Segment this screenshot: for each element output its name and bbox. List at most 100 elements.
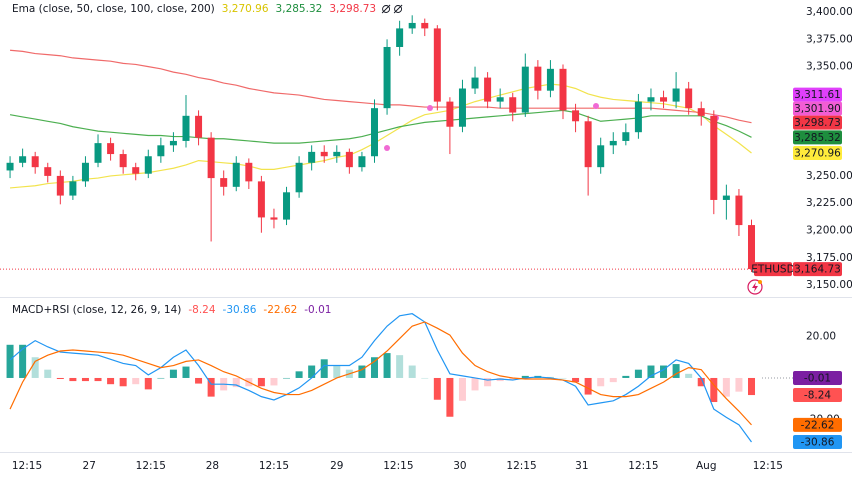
ema-line — [9, 109, 752, 144]
histogram-bar — [270, 377, 278, 386]
x-tick-label: 12:15 — [259, 460, 289, 472]
y-tick-label: 3,200.00 — [806, 225, 852, 237]
x-tick-label: 29 — [330, 460, 343, 472]
histogram-bar — [232, 377, 240, 388]
symbol-label-box — [754, 262, 792, 277]
candle-body — [647, 97, 655, 102]
y-tick-label: 3,375.00 — [806, 33, 852, 45]
histogram-bar — [609, 377, 617, 383]
candle-body — [446, 101, 454, 127]
legend-icon — [393, 4, 403, 14]
candle-body — [660, 97, 668, 102]
histogram-bar — [396, 355, 404, 378]
histogram-bar — [19, 344, 27, 378]
price-label-box — [793, 388, 842, 403]
y-tick-label: 3,250.00 — [806, 170, 852, 182]
candle-body — [182, 115, 190, 141]
candle-body — [471, 77, 479, 89]
histogram-bar — [358, 365, 366, 378]
candle-body — [245, 162, 253, 182]
histogram-bar — [132, 377, 140, 385]
y-tick-label: 3,150.00 — [806, 279, 852, 291]
alert-dot — [758, 280, 762, 284]
histogram-bar — [634, 369, 642, 378]
x-tick-label: 31 — [575, 460, 588, 472]
legend: Ema (close, 50, close, 100, close, 200) 3… — [12, 3, 376, 15]
candle-body — [144, 156, 152, 174]
legend-icon — [382, 5, 391, 13]
candle-body — [257, 181, 265, 218]
candle-body — [710, 115, 718, 200]
histogram-bar — [622, 375, 630, 378]
candle-body — [672, 88, 680, 102]
price-label-box — [793, 87, 842, 102]
candle-body — [132, 167, 140, 174]
histogram-bar — [320, 359, 328, 378]
candle-body — [609, 140, 617, 146]
histogram-bar — [81, 377, 89, 382]
price-label-box — [793, 146, 842, 161]
histogram-bar — [647, 365, 655, 378]
cross-marker — [593, 103, 599, 109]
candle-body — [421, 22, 429, 29]
candle-body — [44, 167, 52, 176]
histogram-bar — [44, 369, 52, 378]
histogram-bar — [584, 377, 592, 395]
histogram-bar — [144, 377, 152, 390]
x-tick-label: 12:15 — [506, 460, 536, 472]
candle-body — [107, 143, 115, 155]
histogram-bar — [685, 373, 693, 378]
candle-body — [383, 46, 391, 109]
legend-value: 3,270.96 — [222, 3, 269, 15]
histogram-bar — [559, 377, 567, 379]
candle-body — [333, 151, 341, 157]
histogram-bar — [383, 353, 391, 378]
histogram-bar — [710, 377, 718, 403]
histogram-bar — [308, 365, 316, 378]
candle-body — [433, 28, 441, 102]
candle-body — [81, 162, 89, 182]
x-tick-label: 30 — [453, 460, 466, 472]
candle-body — [19, 156, 27, 163]
price-label: 3,301.90 — [794, 103, 841, 115]
price-label: -8.24 — [804, 390, 831, 402]
histogram-bar — [257, 377, 265, 387]
x-tick-label: 28 — [206, 460, 219, 472]
x-tick-label: 12:15 — [383, 460, 413, 472]
candle-body — [458, 88, 466, 127]
candle-body — [157, 145, 165, 157]
candle-body — [320, 151, 328, 157]
legend-value: 3,285.32 — [276, 3, 323, 15]
candle-body — [584, 121, 592, 168]
candle-body — [345, 151, 353, 168]
ema-line — [9, 49, 752, 124]
candle-body — [496, 97, 504, 102]
candle-body — [56, 175, 64, 196]
histogram-bar — [597, 377, 605, 387]
histogram-bar — [295, 371, 303, 378]
x-tick-label: Aug — [696, 460, 717, 472]
cross-marker — [384, 145, 390, 151]
histogram-bar — [169, 369, 177, 378]
histogram-bar — [471, 377, 479, 391]
candle-body — [634, 101, 642, 133]
candle-body — [534, 66, 542, 91]
histogram-bar — [370, 357, 378, 378]
histogram-bar — [433, 377, 441, 400]
histogram-bar — [283, 377, 291, 379]
candle-body — [119, 154, 127, 168]
candle-body — [546, 68, 554, 91]
histogram-bar — [748, 377, 756, 396]
x-tick-label: 27 — [83, 460, 96, 472]
histogram-bar — [94, 377, 102, 382]
histogram-bar — [6, 344, 14, 378]
candle-body — [283, 192, 291, 220]
histogram-bar — [119, 377, 127, 387]
price-label-box — [793, 101, 842, 116]
alert-icon[interactable] — [747, 279, 763, 295]
legend-icon — [381, 4, 391, 14]
candle-body — [622, 132, 630, 141]
candle-body — [195, 115, 203, 138]
